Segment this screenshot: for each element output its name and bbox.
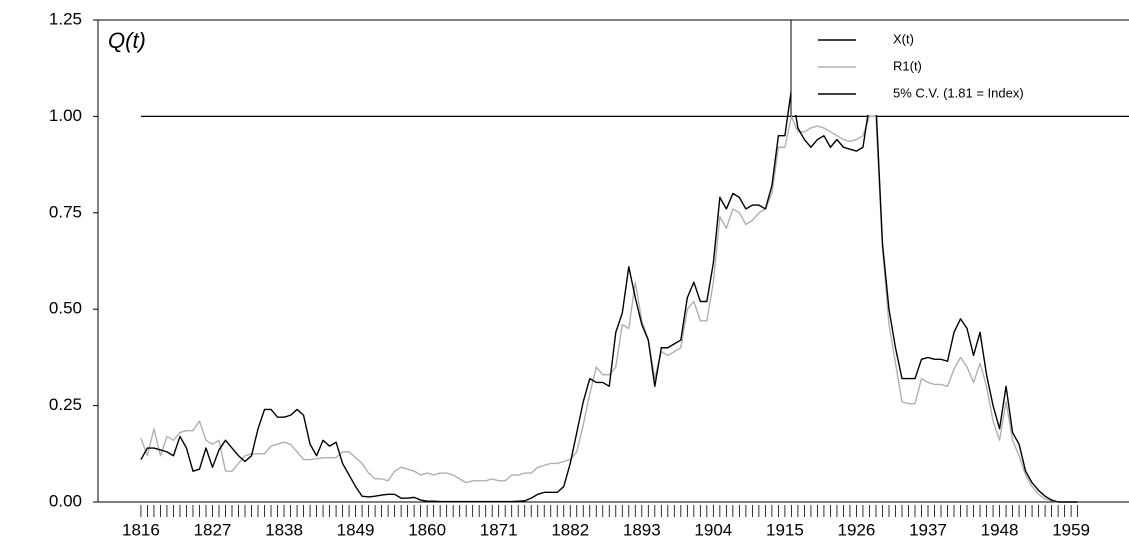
series-line — [140, 88, 1078, 503]
y-tick-label: 0.25 — [49, 395, 82, 414]
x-tick-label: 1926 — [838, 520, 876, 539]
y-tick-label: 1.00 — [49, 106, 82, 125]
x-tick-label: 1871 — [480, 520, 518, 539]
x-tick-label: 1904 — [694, 520, 732, 539]
legend-label: X(t) — [893, 31, 914, 46]
x-tick-label: 1860 — [408, 520, 446, 539]
legend-background — [791, 21, 1129, 115]
x-tick-label: 1893 — [623, 520, 661, 539]
x-tick-label: 1827 — [194, 520, 232, 539]
y-tick-label: 0.00 — [49, 491, 82, 510]
x-tick-label: 1915 — [766, 520, 804, 539]
x-tick-label: 1948 — [981, 520, 1019, 539]
y-axis-title: Q(t) — [108, 28, 146, 53]
x-tick-label: 1882 — [551, 520, 589, 539]
legend-label: R1(t) — [893, 58, 922, 73]
x-tick-label: 1937 — [909, 520, 947, 539]
x-tick-label: 1959 — [1052, 520, 1090, 539]
series-line — [140, 115, 1078, 503]
x-tick-label: 1849 — [337, 520, 375, 539]
x-tick-label: 1816 — [122, 520, 160, 539]
y-tick-label: 0.75 — [49, 202, 82, 221]
y-tick-label: 0.50 — [49, 299, 82, 318]
legend-label: 5% C.V. (1.81 = Index) — [893, 85, 1024, 100]
y-tick-label: 1.25 — [49, 9, 82, 28]
x-tick-label: 1838 — [265, 520, 303, 539]
